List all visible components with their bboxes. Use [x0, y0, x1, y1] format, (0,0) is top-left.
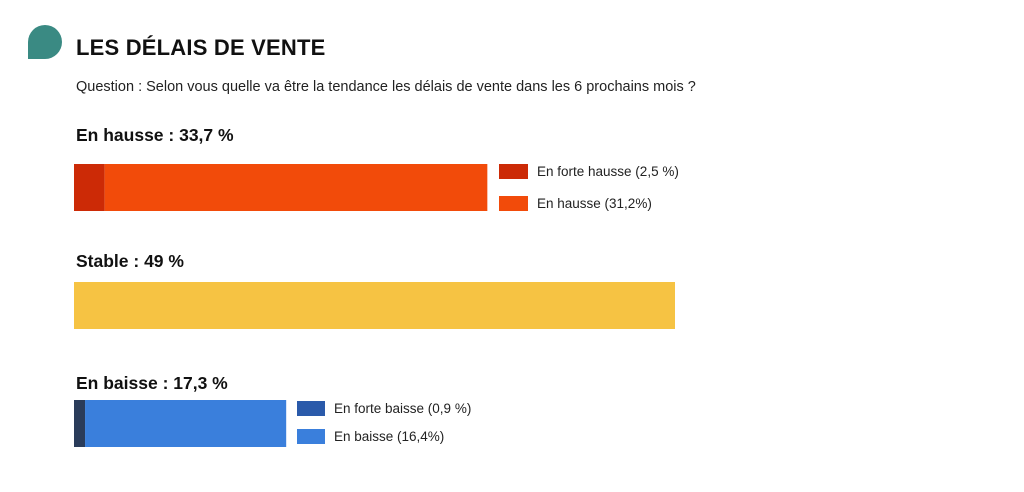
bar-hausse-segment-0	[74, 164, 105, 211]
group-label-baisse: En baisse : 17,3 %	[76, 373, 228, 393]
page-title: LES DÉLAIS DE VENTE	[76, 35, 326, 60]
bar-baisse-segment-0	[74, 400, 86, 447]
group-label-hausse: En hausse : 33,7 %	[76, 125, 234, 145]
legend-swatch-2	[297, 401, 325, 416]
bar-stable-segment-0	[74, 282, 675, 329]
legend-swatch-0	[499, 164, 528, 179]
group-label-stable: Stable : 49 %	[76, 251, 184, 271]
question-text: Question : Selon vous quelle va être la …	[76, 79, 696, 95]
legend-swatch-1	[499, 196, 528, 211]
bar-baisse-segment-1	[85, 400, 287, 447]
legend-label-3: En baisse (16,4%)	[334, 429, 444, 444]
legend-label-0: En forte hausse (2,5 %)	[537, 164, 679, 179]
legend-label-2: En forte baisse (0,9 %)	[334, 401, 471, 416]
title-bubble-icon	[28, 25, 62, 59]
legend-swatch-3	[297, 429, 325, 444]
bar-hausse-segment-1	[104, 164, 488, 211]
legend-label-1: En hausse (31,2%)	[537, 196, 652, 211]
